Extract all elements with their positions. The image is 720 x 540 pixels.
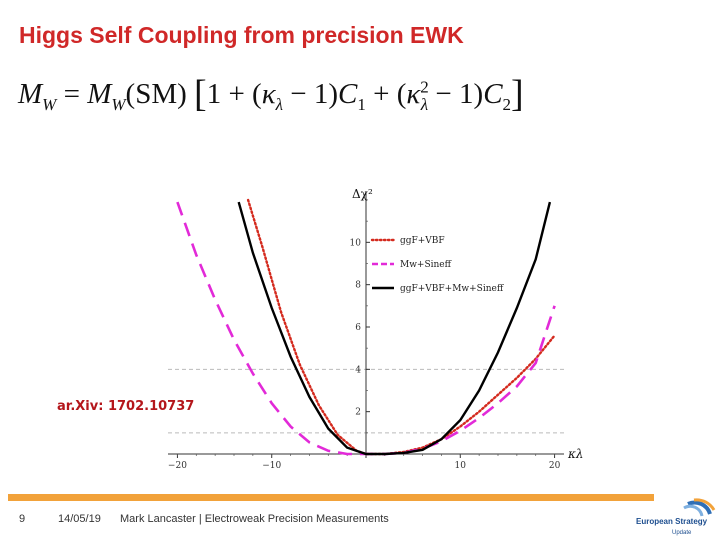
formula-rhs-symbol: M — [87, 78, 112, 110]
y-tick-label-4: 10 — [350, 238, 362, 248]
page-number: 9 — [19, 513, 26, 525]
formula-c2-sub: 2 — [502, 94, 512, 114]
y-tick-label-3: 8 — [355, 281, 361, 291]
legend-label-2: ggF+VBF+Mw+Sineff — [400, 284, 504, 294]
x-tick-label-3: 10 — [455, 461, 467, 471]
formula-kappa-1: κ — [261, 78, 276, 110]
y-axis-label: Δχ² — [352, 187, 373, 201]
arxiv-reference: ar.Xiv: 1702.10737 — [57, 399, 195, 414]
y-tick-label-1: 4 — [355, 365, 361, 375]
series-line-2 — [237, 201, 552, 456]
formula-c1: C — [338, 78, 358, 110]
formula: MW = MW(SM) [1 + (κλ − 1)C1 + (κ2λ − 1)C… — [18, 73, 524, 115]
footer-date: 14/05/19 — [58, 513, 101, 525]
x-tick-label-0: −20 — [168, 461, 187, 471]
formula-sm: (SM) — [125, 78, 187, 110]
slide-title: Higgs Self Coupling from precision EWK — [19, 22, 464, 48]
european-strategy-logo: European Strategy Update — [636, 498, 716, 536]
formula-lhs-sub: W — [42, 94, 57, 114]
legend-label-0: ggF+VBF — [400, 236, 445, 246]
formula-c1-sub: 1 — [357, 94, 366, 114]
formula-rhs-sub: W — [111, 94, 126, 114]
x-tick-label-1: −10 — [262, 461, 281, 471]
formula-kappa-2: κ — [406, 78, 421, 110]
legend-label-1: Mw+Sineff — [400, 260, 452, 270]
formula-lhs-symbol: M — [18, 78, 43, 110]
logo-subtext: Update — [672, 530, 692, 536]
formula-c2: C — [483, 78, 503, 110]
formula-kappa-sub-1: λ — [275, 94, 283, 114]
x-tick-label-4: 20 — [549, 461, 561, 471]
x-axis-label: κλ — [567, 447, 583, 461]
logo-text: European Strategy — [636, 517, 708, 526]
y-tick-label-0: 2 — [355, 408, 361, 418]
footer-author: Mark Lancaster | Electroweak Precision M… — [120, 513, 389, 525]
formula-kappa-sub-2: λ — [420, 94, 429, 114]
footer-bar — [8, 494, 654, 501]
y-tick-label-2: 6 — [355, 323, 361, 333]
